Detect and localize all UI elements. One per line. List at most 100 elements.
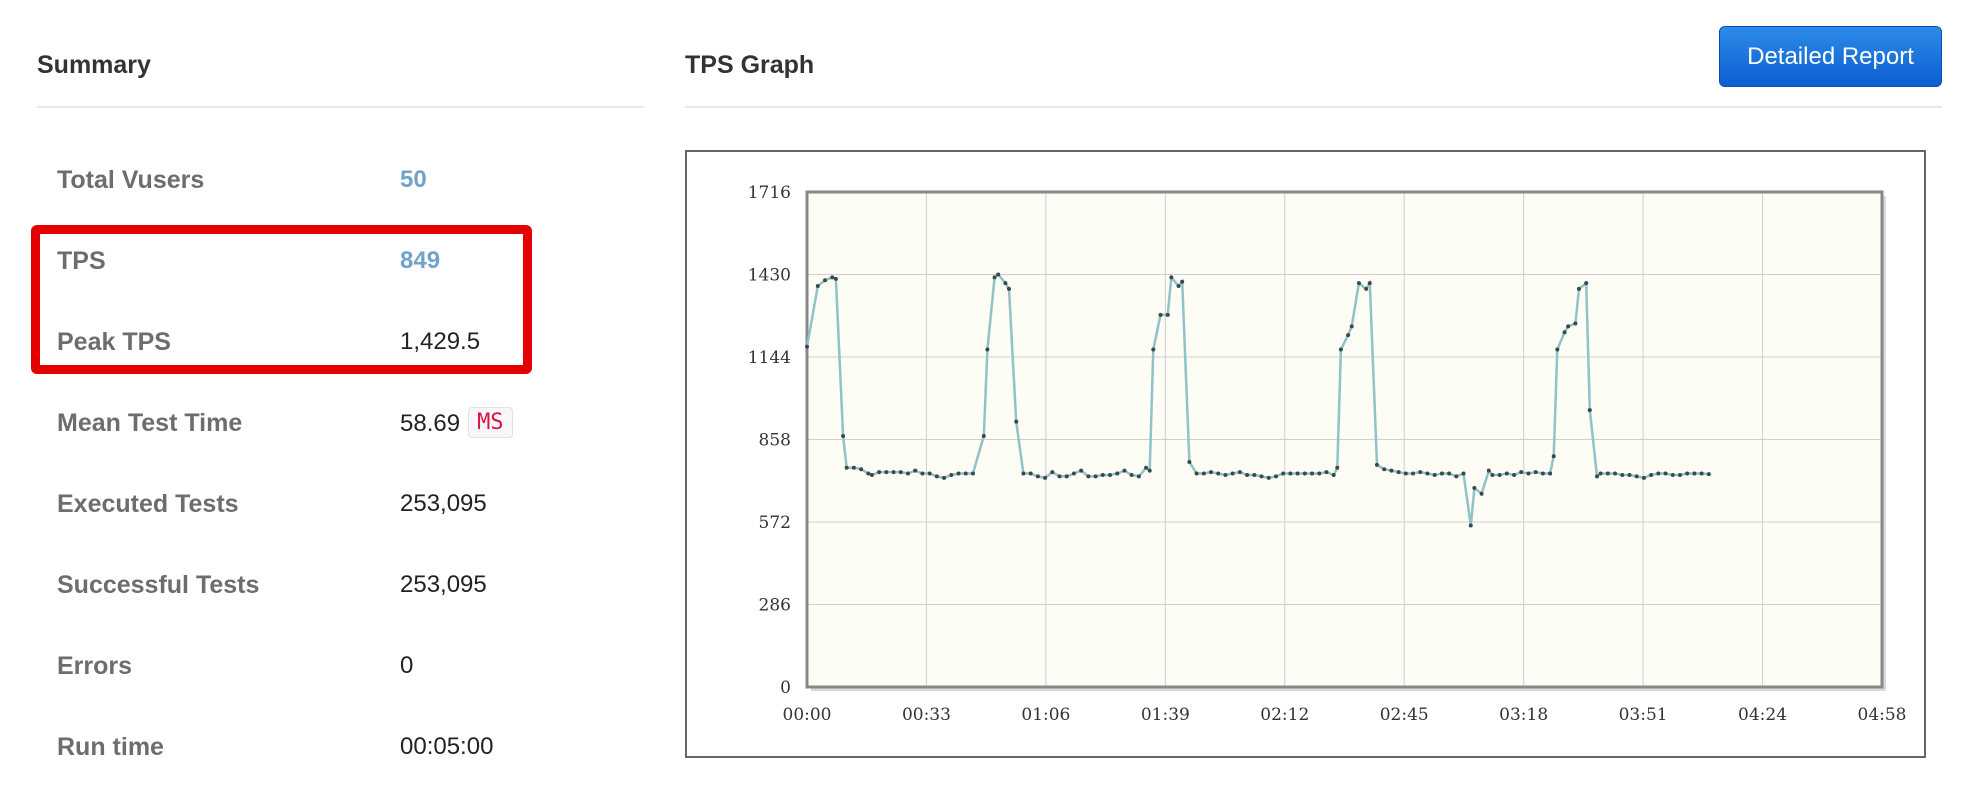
tps-data-point	[1028, 471, 1033, 476]
tps-data-point	[1649, 472, 1654, 477]
tps-data-point	[949, 472, 954, 477]
tps-data-point	[1627, 472, 1632, 477]
tps-data-point	[963, 471, 968, 476]
tps-data-point	[1079, 468, 1084, 473]
tps-data-point	[841, 434, 846, 439]
detailed-report-button[interactable]: Detailed Report	[1719, 26, 1942, 87]
unit-badge: MS	[468, 407, 513, 438]
tps-data-point	[1598, 471, 1603, 476]
y-tick-label: 572	[759, 513, 791, 533]
total-vusers-value[interactable]: 50	[400, 166, 427, 193]
tps-data-point	[1497, 472, 1502, 477]
tps-data-point	[1634, 474, 1639, 479]
tps-data-point	[1324, 470, 1329, 475]
tps-data-point	[1223, 472, 1228, 477]
tps-data-point	[1479, 491, 1484, 496]
tps-data-point	[1454, 474, 1459, 479]
tps-data-point	[1526, 471, 1531, 476]
tps-data-point	[1331, 472, 1336, 477]
tps-data-point	[1115, 471, 1120, 476]
tps-data-point	[1656, 471, 1661, 476]
y-tick-label: 1716	[748, 183, 791, 203]
tps-data-point	[851, 465, 856, 470]
y-tick-label: 858	[759, 431, 791, 451]
y-tick-label: 1144	[748, 348, 791, 368]
tps-data-point	[1576, 286, 1581, 291]
summary-row-errors: Errors 0	[57, 652, 577, 692]
tps-data-point	[1180, 279, 1185, 284]
summary-row-run-time: Run time 00:05:00	[57, 733, 577, 773]
tps-data-point	[1706, 472, 1711, 477]
tps-data-point	[1692, 471, 1697, 476]
tps-data-point	[1490, 472, 1495, 477]
tps-data-point	[1003, 281, 1008, 286]
tps-data-point	[1389, 468, 1394, 473]
tps-data-point	[1071, 471, 1076, 476]
tps-data-point	[1237, 470, 1242, 475]
run-time-label: Run time	[57, 733, 164, 761]
summary-title: Summary	[37, 51, 151, 79]
y-tick-label: 1430	[748, 266, 791, 286]
tps-data-point	[996, 272, 1001, 277]
tps-data-point	[1050, 470, 1055, 475]
tps-data-point	[1252, 472, 1257, 477]
tps-data-point	[1504, 471, 1509, 476]
tps-value[interactable]: 849	[400, 247, 441, 274]
tps-data-point	[1382, 467, 1387, 472]
tps-data-point	[1587, 408, 1592, 413]
tps-data-point	[942, 475, 947, 480]
executed-tests-label: Executed Tests	[57, 490, 239, 518]
tps-data-point	[1472, 485, 1477, 490]
tps-data-point	[1043, 475, 1048, 480]
tps-data-point	[1584, 281, 1589, 286]
tps-data-point	[981, 434, 986, 439]
tps-data-point	[1035, 474, 1040, 479]
tps-data-point	[913, 468, 918, 473]
tps-data-point	[1461, 471, 1466, 476]
tps-data-point	[1367, 281, 1372, 286]
successful-tests-value: 253,095	[400, 571, 487, 598]
tps-data-point	[1129, 472, 1134, 477]
x-tick-label: 02:45	[1380, 705, 1429, 725]
tps-chart: 0 286 572 858 1144 1430 1716 00:00 00:33 01:06 01:…	[748, 183, 1907, 725]
tps-data-point	[1573, 321, 1578, 326]
run-time-value: 00:05:00	[400, 733, 494, 760]
tps-graph-title: TPS Graph	[685, 51, 815, 79]
tps-data-point	[830, 275, 835, 280]
tps-data-point	[1014, 419, 1019, 424]
tps-data-point	[992, 275, 997, 280]
x-tick-label: 02:12	[1260, 705, 1309, 725]
tps-data-point	[1335, 465, 1340, 470]
tps-data-point	[1147, 468, 1152, 473]
highlight-box	[31, 225, 532, 374]
tps-data-point	[1605, 471, 1610, 476]
x-tick-label: 01:06	[1021, 705, 1070, 725]
tps-data-point	[1245, 472, 1250, 477]
tps-data-point	[1122, 468, 1127, 473]
tps-data-point	[1411, 471, 1416, 476]
tps-data-point	[1310, 471, 1315, 476]
tps-data-point	[1136, 474, 1141, 479]
tps-data-point	[1201, 471, 1206, 476]
tps-data-point	[898, 470, 903, 475]
plot-border	[805, 190, 1884, 689]
tps-data-point	[1093, 474, 1098, 479]
tps-data-point	[1281, 471, 1286, 476]
tps-label: TPS	[57, 247, 106, 275]
tps-data-point	[1468, 523, 1473, 528]
tps-data-point	[1595, 474, 1600, 479]
tps-data-point	[927, 471, 932, 476]
tps-data-point	[1663, 471, 1668, 476]
tps-data-point	[869, 472, 874, 477]
tps-data-point	[920, 471, 925, 476]
summary-row-tps: TPS 849	[57, 247, 577, 287]
tps-data-point	[956, 471, 961, 476]
tps-data-point	[1356, 281, 1361, 286]
tps-series-line	[805, 272, 1709, 526]
x-tick-label: 04:24	[1738, 705, 1787, 725]
executed-tests-value: 253,095	[400, 490, 487, 517]
tps-data-point	[1403, 471, 1408, 476]
errors-value: 0	[400, 652, 414, 679]
tps-data-point	[1677, 472, 1682, 477]
summary-row-successful-tests: Successful Tests 253,095	[57, 571, 577, 611]
